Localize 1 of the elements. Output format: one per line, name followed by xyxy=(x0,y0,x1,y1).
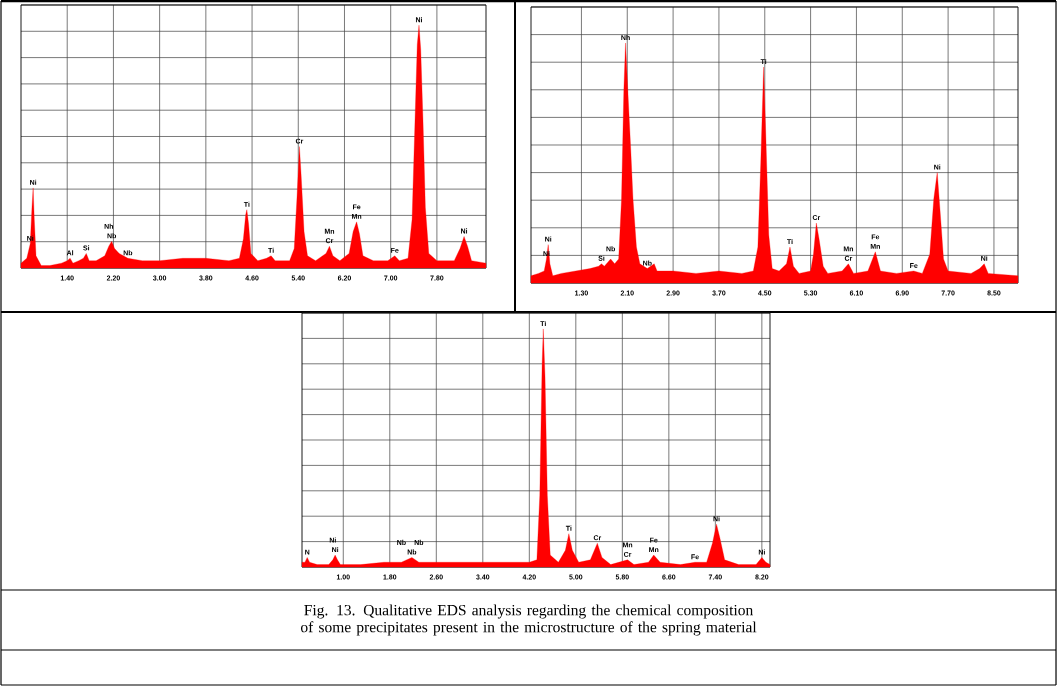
caption: Fig. 13. Qualitative EDS analysis regarding the chemical composition of some precipitates present in the microstructure of the spring material xyxy=(300,604,757,636)
